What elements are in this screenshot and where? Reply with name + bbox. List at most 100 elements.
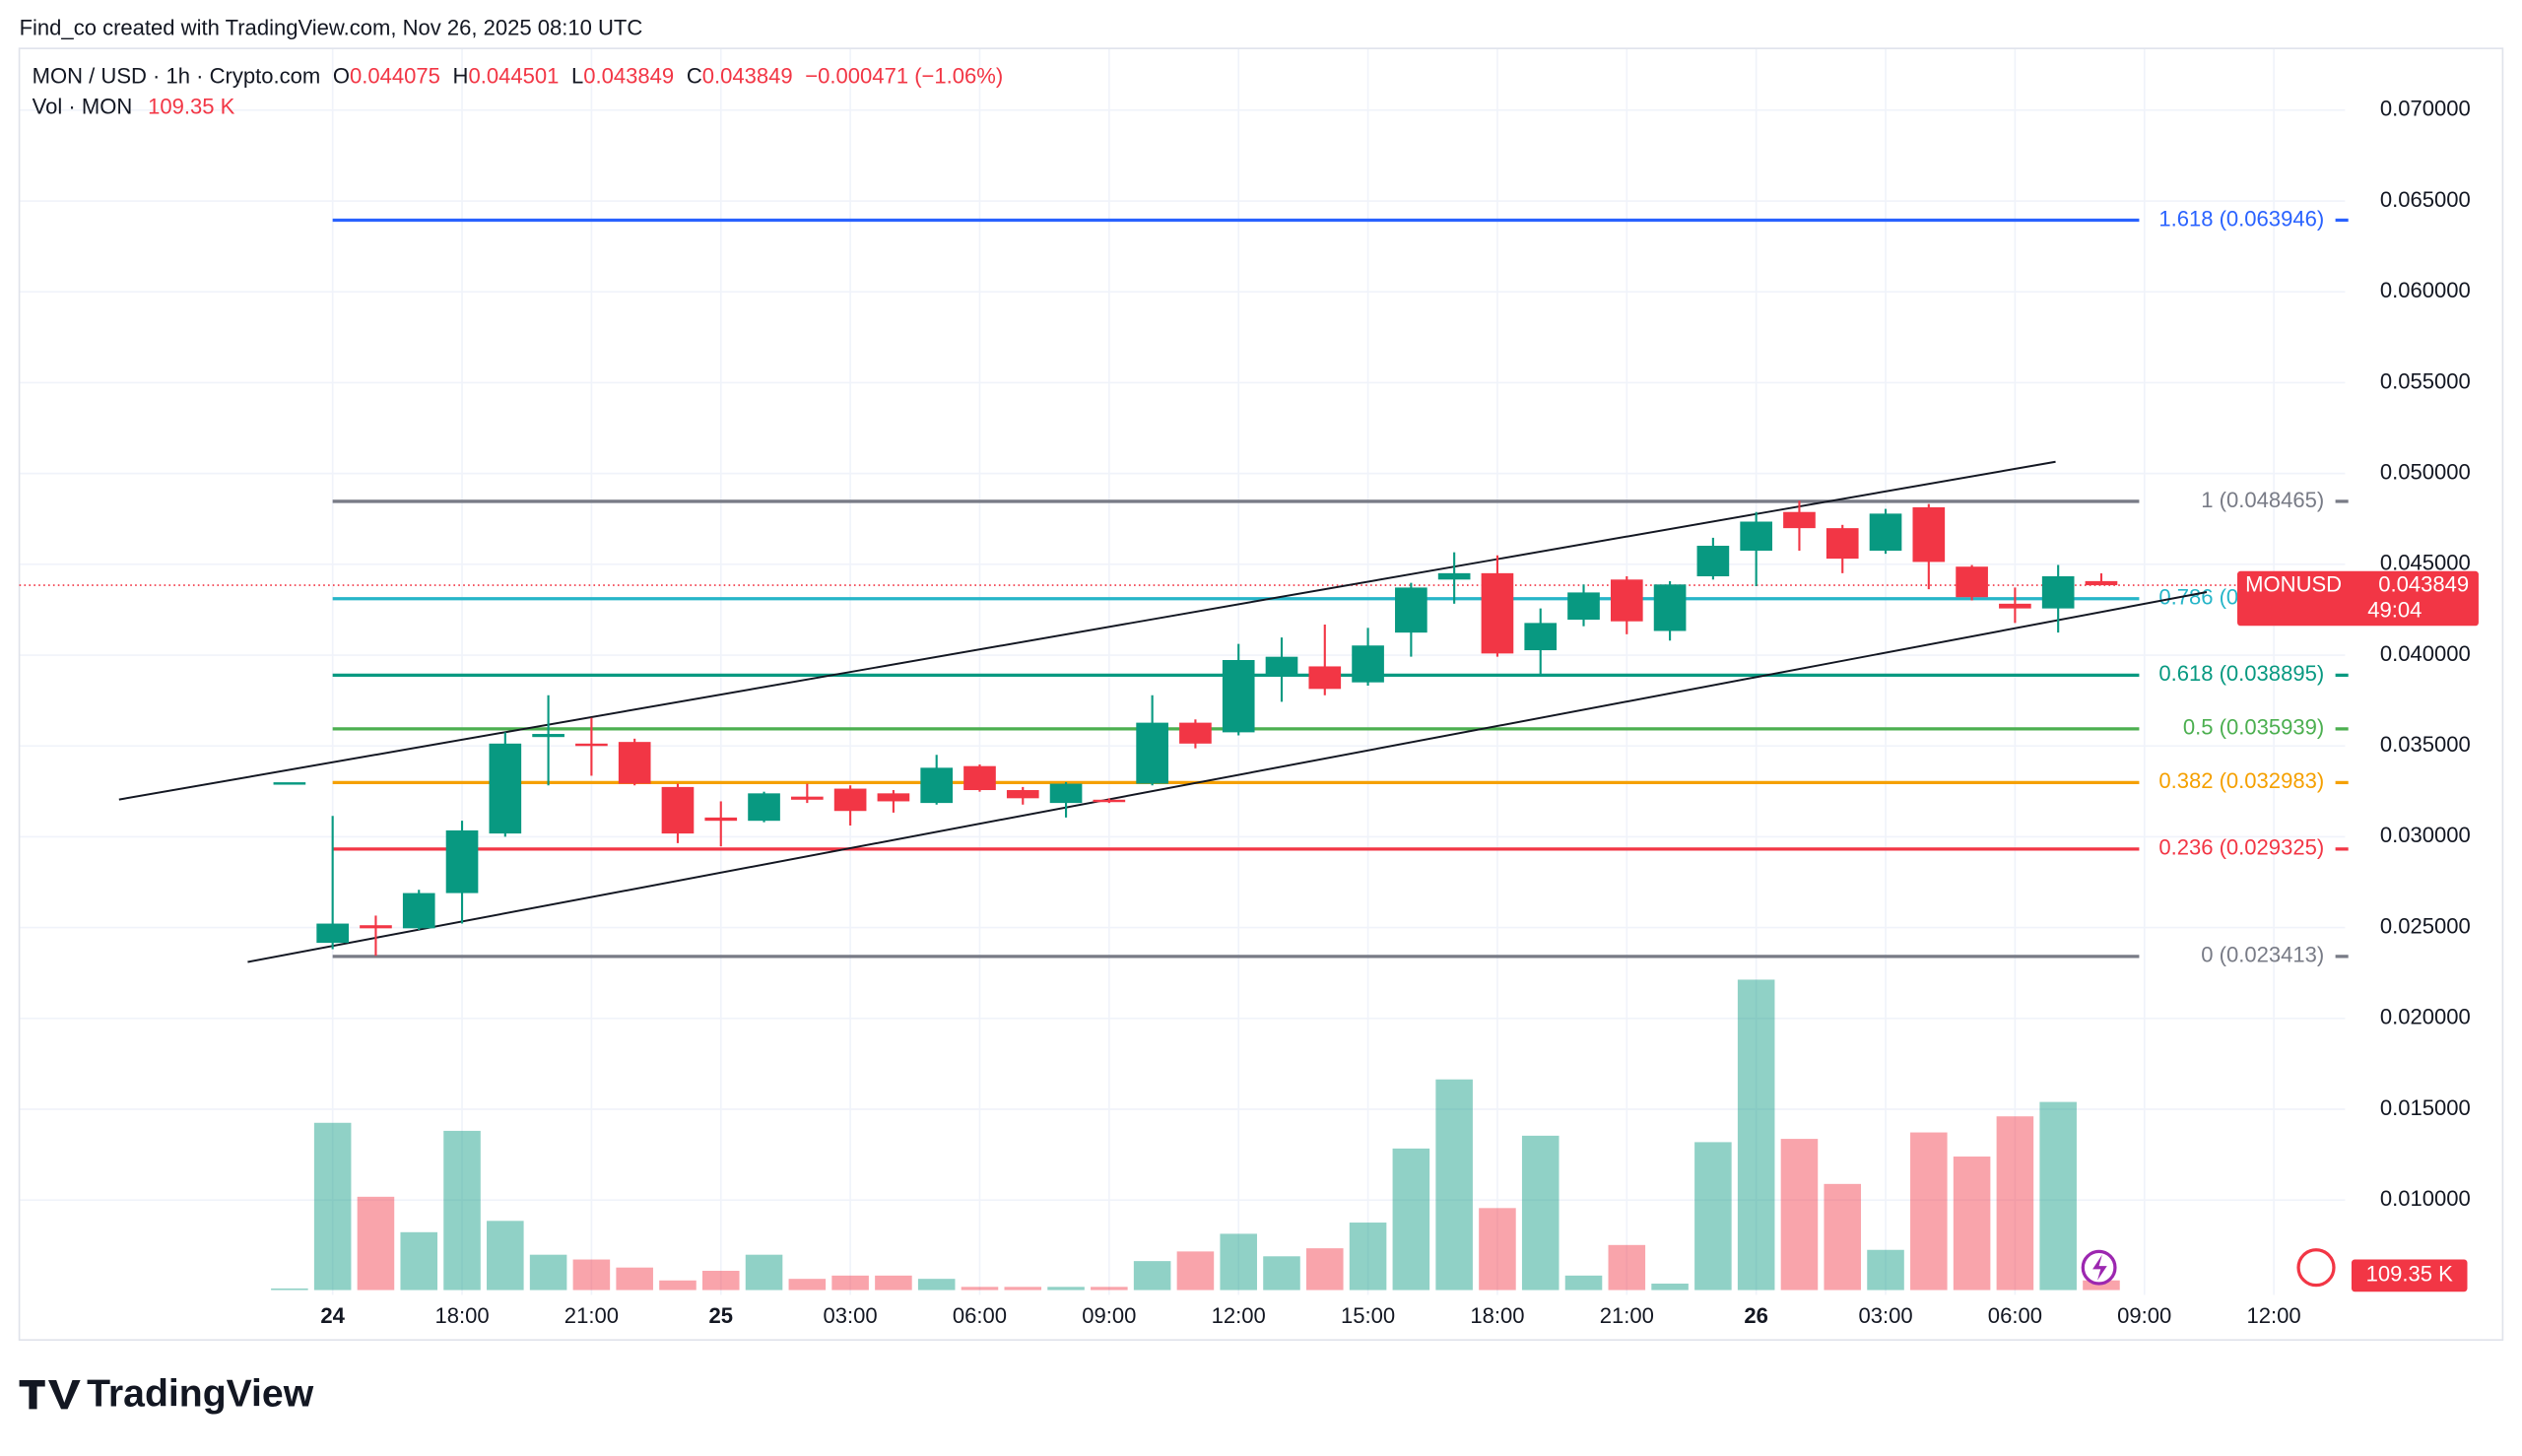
fib-label: 1.618 (0.063946) xyxy=(2158,206,2324,231)
x-tick-label: 12:00 xyxy=(2247,1303,2301,1328)
volume-bar xyxy=(529,1254,567,1291)
vol-value: 109.35 K xyxy=(148,94,235,118)
candle-body xyxy=(748,793,780,822)
volume-bar xyxy=(1521,1135,1560,1291)
volume-badge-text: 109.35 K xyxy=(2366,1262,2454,1287)
y-tick-label: 0.060000 xyxy=(2380,278,2471,302)
axes: 0.070000 0.065000 0.060000 0.055000 0.050000… xyxy=(320,97,2470,1328)
y-tick-label: 0.050000 xyxy=(2380,459,2471,484)
volume-bar xyxy=(701,1271,740,1291)
x-tick-label: 21:00 xyxy=(564,1303,619,1328)
l-label: L xyxy=(571,63,583,88)
volume-bar xyxy=(1091,1287,1128,1291)
candle-body xyxy=(1869,513,1902,551)
candle-body xyxy=(1999,603,2031,609)
volume-bar xyxy=(1133,1261,1171,1291)
y-tick-label: 0.035000 xyxy=(2380,732,2471,757)
candle-body xyxy=(791,796,824,800)
candle-body xyxy=(1524,623,1558,651)
volume-bar xyxy=(788,1279,827,1291)
volume-bar xyxy=(1435,1079,1473,1291)
candle-body xyxy=(1437,572,1471,580)
volume-bar xyxy=(1737,979,1775,1291)
candle-body xyxy=(273,782,306,785)
o-label: O xyxy=(333,63,350,88)
l-value: 0.043849 xyxy=(583,63,674,88)
volume-bar xyxy=(1004,1287,1042,1291)
candle-body xyxy=(1352,645,1384,683)
x-tick-label: 15:00 xyxy=(1341,1303,1395,1328)
volume-bar xyxy=(745,1254,783,1291)
volume-bar xyxy=(1867,1249,1904,1291)
x-tick-label: 18:00 xyxy=(434,1303,489,1328)
candle-body xyxy=(1956,566,1988,598)
legend: MON / USD · 1h · Crypto.com O0.044075 H0… xyxy=(33,63,1004,88)
candle-body xyxy=(704,817,738,822)
candle-body xyxy=(1179,722,1212,744)
candle-body xyxy=(877,793,910,802)
volume-bar xyxy=(572,1259,611,1291)
price-badge xyxy=(2237,570,2479,627)
fib-label: 0.236 (0.029325) xyxy=(2158,835,2324,860)
volume-badge xyxy=(2351,1259,2468,1292)
y-tick-label: 0.040000 xyxy=(2380,641,2471,666)
volume-bar xyxy=(1263,1256,1300,1291)
x-tick-label: 25 xyxy=(708,1303,733,1328)
volume-bar xyxy=(917,1279,956,1291)
h-label: H xyxy=(453,63,469,88)
candle-body xyxy=(833,788,867,812)
candle-body xyxy=(1740,521,1772,551)
volume-bar xyxy=(1780,1139,1819,1291)
x-tick-label: 06:00 xyxy=(1988,1303,2042,1328)
volume-bar xyxy=(1047,1287,1085,1291)
volume-bar xyxy=(1306,1248,1344,1291)
candle-body xyxy=(1567,592,1600,621)
candle-body xyxy=(2041,575,2075,609)
volume-bar xyxy=(400,1231,438,1291)
candle-body xyxy=(1395,587,1427,633)
candle-body xyxy=(1481,572,1514,654)
candle-body xyxy=(963,765,996,791)
volume-bar xyxy=(659,1280,697,1291)
vol-title: Vol · MON xyxy=(33,94,133,118)
fib-label: 0.618 (0.038895) xyxy=(2158,661,2324,686)
candle-body xyxy=(1783,511,1816,529)
volume-bar xyxy=(357,1196,395,1291)
attribution: Find_co created with TradingView.com, No… xyxy=(20,15,643,39)
candle-body xyxy=(1093,799,1126,803)
candle-body xyxy=(1136,722,1168,784)
y-tick-label: 0.055000 xyxy=(2380,368,2471,393)
candle-body xyxy=(618,742,651,784)
volume-bar xyxy=(1996,1116,2034,1291)
volume-bar xyxy=(1824,1183,1862,1291)
badge-symbol: MONUSD xyxy=(2245,571,2342,596)
candle-body xyxy=(1653,584,1687,631)
c-value: 0.043849 xyxy=(702,63,793,88)
y-tick-label: 0.015000 xyxy=(2380,1095,2471,1120)
candle-body xyxy=(532,734,564,738)
candle-body xyxy=(1006,790,1039,799)
change: −0.000471 (−1.06%) xyxy=(805,63,1003,88)
candle-body xyxy=(920,767,954,804)
badge-price: 0.043849 xyxy=(2378,571,2469,596)
candle-body xyxy=(1222,659,1255,733)
candle-body xyxy=(316,923,349,944)
logo-text: TradingView xyxy=(87,1373,314,1416)
candle-body xyxy=(661,786,695,834)
x-tick-label: 03:00 xyxy=(1858,1303,1912,1328)
x-tick-label: 09:00 xyxy=(2117,1303,2171,1328)
x-tick-label: 21:00 xyxy=(1600,1303,1654,1328)
fib-label: 0 (0.023413) xyxy=(2201,943,2324,967)
c-label: C xyxy=(687,63,702,88)
badge-countdown: 49:04 xyxy=(2367,597,2422,622)
x-tick-label: 09:00 xyxy=(1082,1303,1136,1328)
channel-lower xyxy=(247,591,2208,963)
candle-body xyxy=(1610,579,1643,622)
volume-bar xyxy=(1349,1223,1387,1291)
y-tick-label: 0.065000 xyxy=(2380,187,2471,212)
candle-body xyxy=(1912,506,1946,563)
flag-icon[interactable] xyxy=(2296,1248,2336,1288)
candle-body xyxy=(402,893,435,929)
volume-bar xyxy=(1910,1132,1948,1291)
